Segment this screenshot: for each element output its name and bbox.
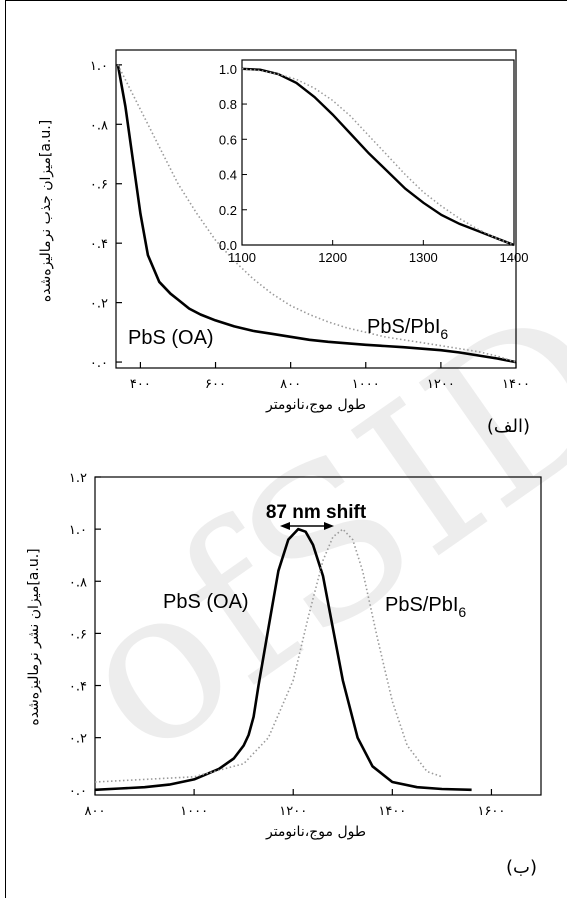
inset-ticks: 1100 1200 1300 1400 0.0 0.2 0.4 0.6 0.8 1.0: [219, 62, 529, 265]
panel-a-y-tick-label-0: ۰.۰: [90, 356, 108, 371]
panel-a-y-tick-label-1: ۰.۲: [90, 297, 108, 312]
panel-a-x-axis-title: طول موج،نانومتر: [265, 397, 366, 413]
panel-b-series-label-pbs-oa: PbS (OA): [163, 591, 249, 613]
panel-b-x-tick-label-1: ۱۰۰۰: [180, 804, 208, 819]
inset-series-line-pbs-oa: [241, 67, 515, 247]
panel-a-y-axis-title: میزان جذب نرمالیزه‌شده[a.u.]: [38, 120, 54, 302]
panel-b-series-line-pbs-pbi6: [94, 528, 443, 783]
panel-b-series-label-pbs-pbi6: PbS/PbI6: [385, 594, 466, 620]
inset-y-tick-label-1: 0.2: [219, 203, 237, 218]
figure-frame: [5, 0, 567, 898]
inset-y-tick-label-2: 0.4: [219, 168, 237, 183]
panel-a-series: [116, 64, 517, 364]
inset-y-tick-label-0: 0.0: [219, 238, 237, 253]
panel-b-y-tick-label-3: ۰.۶: [69, 627, 87, 642]
panel-b-y-axis-title: میزان نشر نرمالیزه‌شده[a.u.]: [26, 548, 42, 725]
panel-b-y-tick-label-4: ۰.۸: [69, 575, 87, 590]
shift-annotation: 87 nm shift: [266, 502, 367, 523]
inset-x-tick-label-3: 1400: [500, 250, 529, 265]
panel-b: ۸۰۰ ۱۰۰۰ ۱۲۰۰ ۱۴۰۰ ۱۶۰۰ ۰.۰ ۰.۲ ۰.۴ ۰.۶ ۰.۸ ۱.۰ ۱.۲…: [26, 471, 542, 878]
panel-b-ticks: ۸۰۰ ۱۰۰۰ ۱۲۰۰ ۱۴۰۰ ۱۶۰۰ ۰.۰ ۰.۲ ۰.۴ ۰.۶ ۰.۸ ۱.۰ ۱.۲: [69, 471, 506, 819]
shift-arrow: [280, 522, 334, 530]
panel-a-x-tick-label-5: ۱۴۰۰: [502, 377, 530, 392]
panel-a-y-tick-label-3: ۰.۶: [90, 178, 108, 193]
panel-a-y-tick-label-4: ۰.۸: [90, 118, 108, 133]
panel-b-y-tick-label-6: ۱.۲: [69, 471, 87, 486]
panel-a: ۴۰۰ ۶۰۰ ۸۰۰ ۱۰۰۰ ۱۲۰۰ ۱۴۰۰۰.۰۰.۲۰.۴۰.۶۰.۸۱.۰ …: [38, 49, 530, 437]
panel-b-y-tick-label-5: ۱.۰: [69, 523, 87, 538]
panel-b-label: (ب): [506, 857, 537, 878]
panel-b-x-tick-label-0: ۸۰۰: [85, 804, 106, 819]
panel-a-ticks: ۴۰۰ ۶۰۰ ۸۰۰ ۱۰۰۰ ۱۲۰۰ ۱۴۰۰ ۰.۰ ۰.۲ ۰.۴ ۰.۶ ۰.۸ ۱.۰: [90, 59, 530, 392]
inset-plot-frame: [241, 59, 515, 246]
panel-a-x-tick-label-0: ۴۰۰: [130, 377, 151, 392]
panel-b-series-line-pbs-oa: [94, 527, 472, 792]
panel-a-y-tick-label-5: ۱.۰: [90, 59, 108, 74]
panel-b-series: [94, 527, 472, 792]
inset-y-tick-label-3: 0.6: [219, 132, 237, 147]
inset-y-tick-label-4: 0.8: [219, 97, 237, 112]
panel-a-series-label-pbs-pbi6: PbS/PbI6: [367, 316, 448, 342]
panel-a-x-tick-label-3: ۱۰۰۰: [352, 377, 380, 392]
panel-b-x-tick-label-3: ۱۴۰۰: [378, 804, 406, 819]
inset-series: [241, 67, 515, 247]
panel-a-x-tick-label-2: ۸۰۰: [280, 377, 301, 392]
panel-b-plot-frame: [94, 476, 542, 796]
panel-b-x-tick-label-4: ۱۶۰۰: [477, 804, 505, 819]
panel-b-x-tick-label-2: ۱۲۰۰: [279, 804, 307, 819]
panel-b-y-tick-label-0: ۰.۰: [69, 784, 87, 799]
panel-b-y-tick-label-1: ۰.۲: [69, 732, 87, 747]
panel-a-plot-frame: [115, 49, 517, 369]
panel-a-label: (الف): [487, 416, 530, 437]
inset-x-tick-label-0: 1100: [228, 250, 256, 265]
panel-a-x-tick-label-1: ۶۰۰: [205, 377, 226, 392]
panel-a-x-tick-label-4: ۱۲۰۰: [427, 377, 455, 392]
inset-x-tick-label-1: 1200: [318, 250, 347, 265]
panel-a-series-label-pbs-oa: PbS (OA): [128, 327, 214, 349]
inset-y-tick-label-5: 1.0: [219, 62, 237, 77]
panel-a-series-line-pbs-oa: [116, 64, 517, 364]
panel-a-y-tick-label-2: ۰.۴: [90, 237, 108, 252]
panel-b-y-tick-label-2: ۰.۴: [69, 680, 87, 695]
inset-x-tick-label-2: 1300: [409, 250, 438, 265]
panel-b-x-axis-title: طول موج،نانومتر: [265, 824, 366, 840]
